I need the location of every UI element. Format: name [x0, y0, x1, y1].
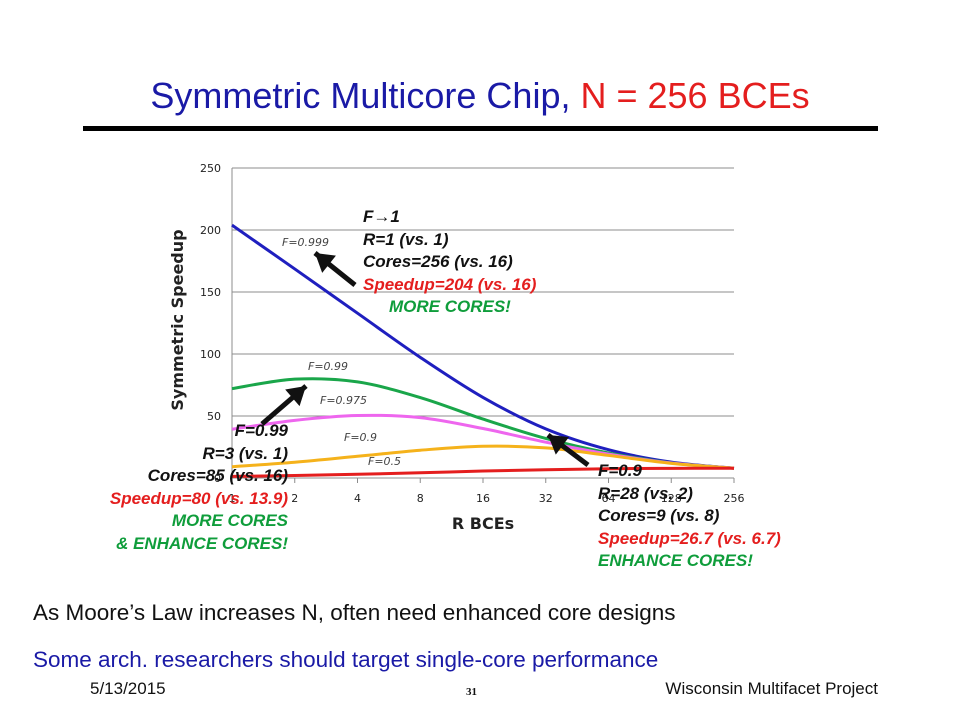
bullet-single-core: Some arch. researchers should target sin…	[33, 647, 659, 672]
x-tick-label: 64	[602, 492, 616, 505]
arrow-head-icon	[285, 386, 306, 407]
ann-top-cores: Cores=256 (vs. 16)	[363, 252, 513, 271]
arrow-head-icon	[548, 435, 569, 455]
arrow-right-icon: →	[373, 207, 391, 226]
ann-left-r: R=3 (vs. 1)	[202, 443, 288, 463]
curve-label: F=0.999	[282, 236, 329, 249]
ann-right-cores: Cores=9 (vs. 8)	[598, 506, 720, 525]
ann-left-verdict-1: MORE CORES	[171, 511, 288, 530]
y-axis-label: Symmetric Speedup	[168, 229, 187, 410]
bullet-moores-law: As Moore’s Law increases N, often need e…	[33, 600, 676, 625]
ann-right-speedup: Speedup=26.7 (vs. 6.7)	[598, 528, 781, 548]
chart-grid	[231, 167, 735, 483]
x-tick-label: 128	[661, 492, 682, 505]
ann-left-cores: Cores=85 (vs. 16)	[147, 466, 288, 485]
ann-right-r: R=28 (vs. 2)	[598, 483, 693, 503]
curve-label: F=0.99	[308, 360, 348, 373]
series-line	[231, 466, 735, 478]
y-tick-label: 0	[214, 472, 221, 485]
x-tick-label: 256	[724, 492, 745, 505]
x-axis-label: R BCEs	[452, 514, 514, 533]
curve-labels: F=0.999 F=0.99 F=0.975 F=0.9 F=0.5	[282, 236, 401, 468]
footer-page-number: 31	[466, 686, 477, 698]
ann-top-r: R=1 (vs. 1)	[363, 229, 449, 249]
annotation-right: F=0.9 R=28 (vs. 2) Cores=9 (vs. 8) Speed…	[598, 460, 781, 573]
footer-organization: Wisconsin Multifacet Project	[665, 679, 878, 698]
title-highlight: N = 256 BCEs	[580, 75, 810, 116]
y-tick-label: 150	[200, 286, 221, 299]
ann-left-speedup: Speedup=80 (vs. 13.9)	[109, 488, 288, 508]
title-main: Symmetric Multicore Chip,	[150, 75, 581, 116]
arrow-head-icon	[315, 253, 336, 273]
y-tick-label: 250	[200, 162, 221, 175]
chart-series	[231, 223, 735, 478]
footer-date: 5/13/2015	[90, 679, 166, 698]
ann-left-verdict-2: & ENHANCE CORES!	[116, 533, 288, 553]
chart-tick-labels: 0 50 100 150 200 250 1 2 4 8 16 32 64 128 256	[200, 162, 745, 505]
y-tick-label: 50	[207, 410, 221, 423]
ann-right-verdict: ENHANCE CORES!	[598, 551, 753, 570]
ann-top-f: F→1	[363, 207, 400, 226]
annotation-top: F→1 R=1 (vs. 1) Cores=256 (vs. 16) Speed…	[363, 206, 536, 319]
slide-title: Symmetric Multicore Chip, N = 256 BCEs	[0, 75, 960, 117]
series-line	[231, 444, 735, 470]
curve-label: F=0.9	[344, 431, 377, 444]
ann-top-verdict: MORE CORES!	[389, 297, 511, 316]
ann-left-f: F=0.99	[234, 421, 288, 440]
x-tick-label: 8	[417, 492, 424, 505]
y-tick-label: 100	[200, 348, 221, 361]
x-tick-label: 4	[354, 492, 361, 505]
ann-right-f: F=0.9	[598, 461, 642, 480]
curve-label: F=0.975	[320, 394, 367, 407]
annotation-arrows	[260, 251, 590, 467]
x-tick-label: 32	[539, 492, 553, 505]
annotation-left: F=0.99 R=3 (vs. 1) Cores=85 (vs. 16) Spe…	[110, 420, 288, 555]
x-tick-label: 1	[229, 492, 236, 505]
title-divider	[83, 126, 878, 131]
ann-top-speedup: Speedup=204 (vs. 16)	[363, 274, 537, 294]
curve-label: F=0.5	[368, 455, 401, 468]
x-tick-label: 2	[291, 492, 298, 505]
series-line	[231, 377, 735, 470]
y-tick-label: 200	[200, 224, 221, 237]
x-tick-label: 16	[476, 492, 490, 505]
